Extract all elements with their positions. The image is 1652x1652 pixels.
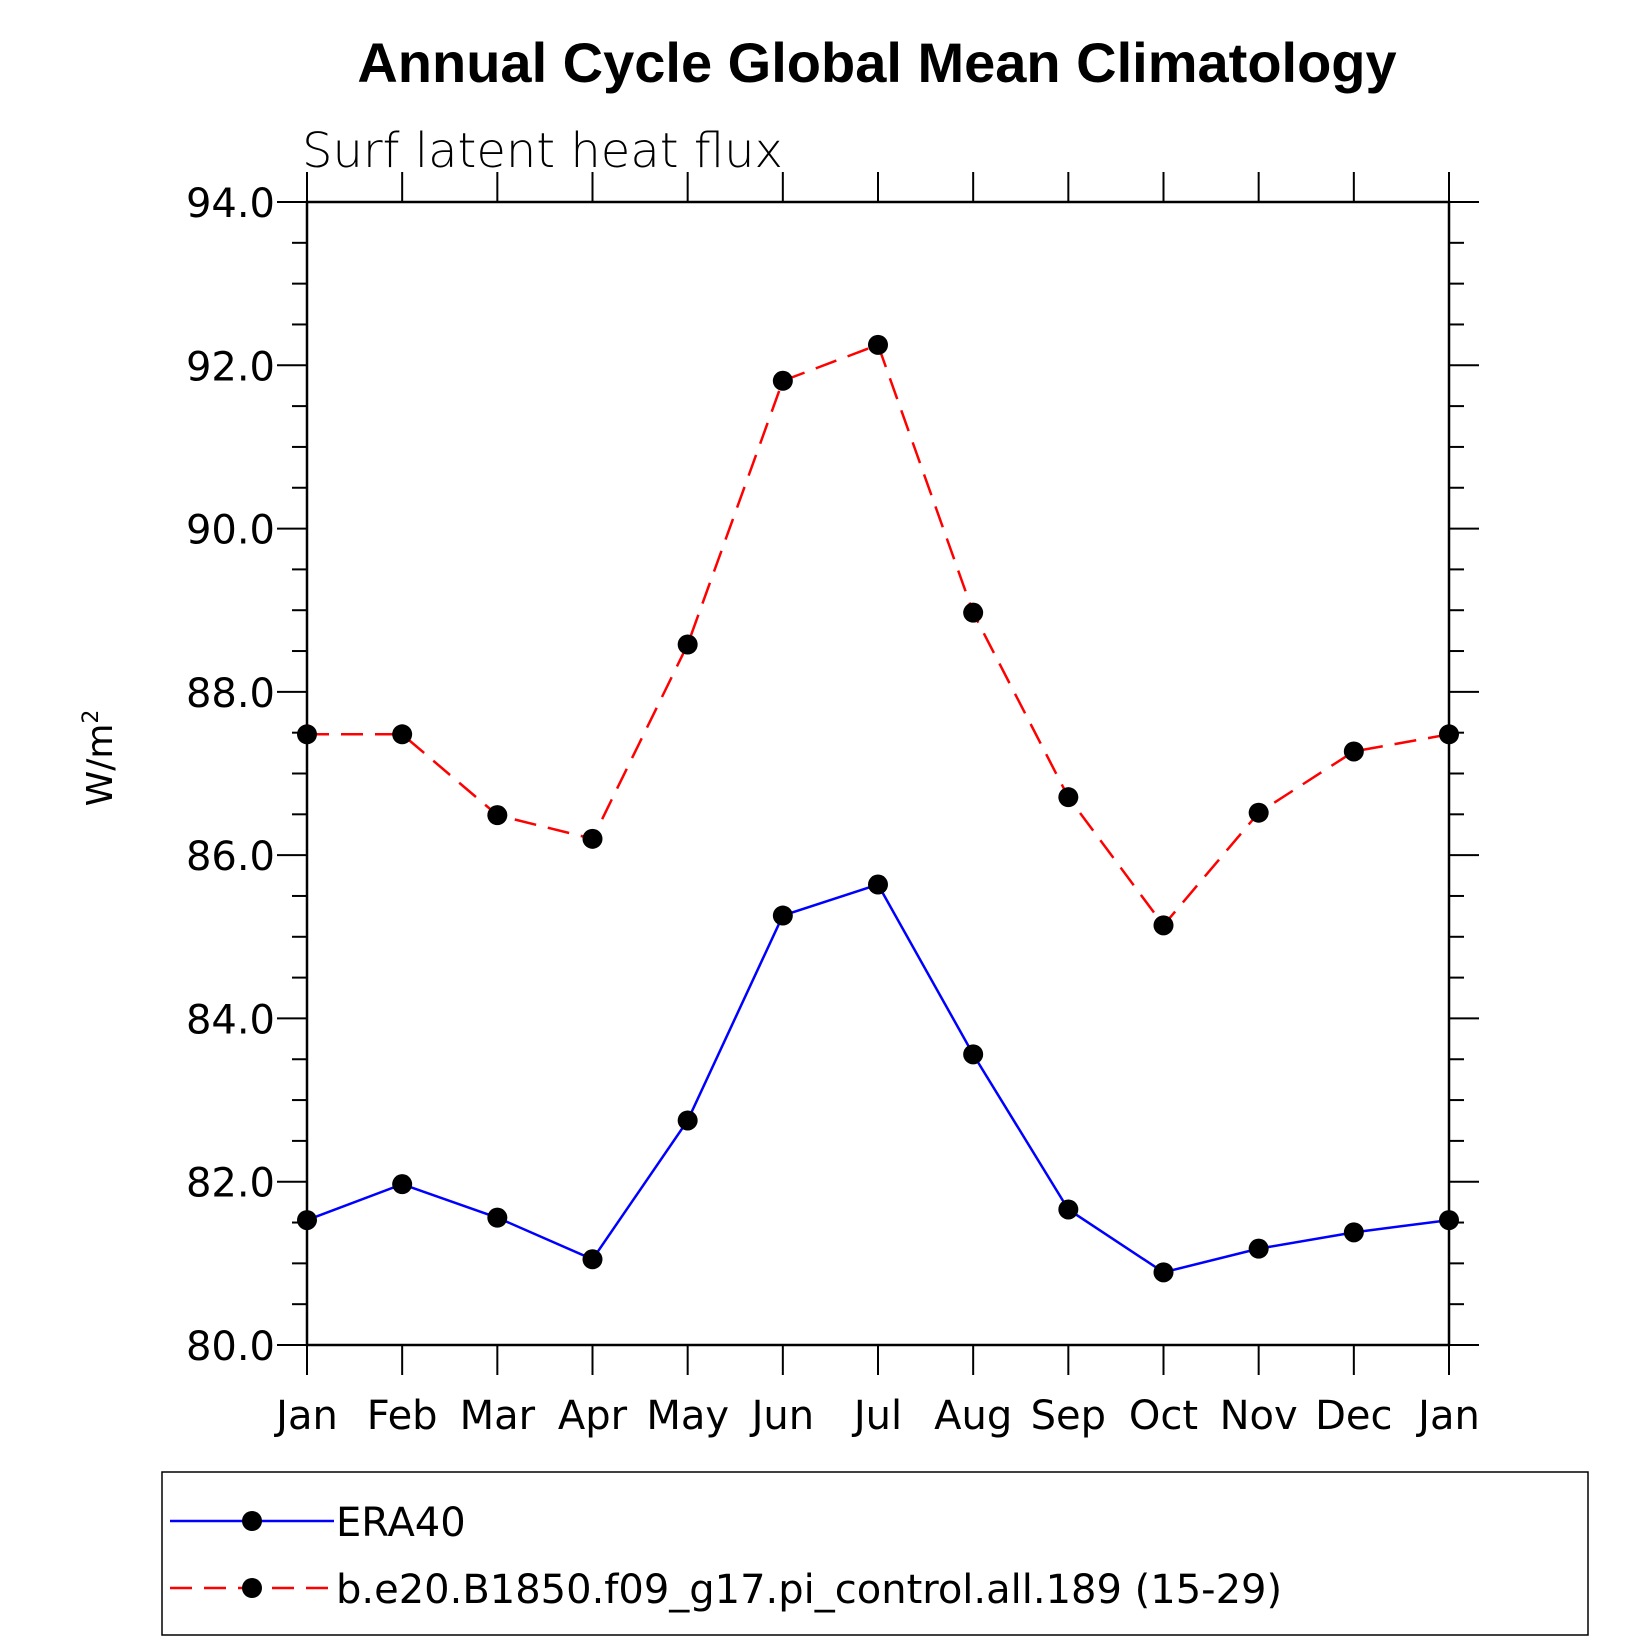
y-tick-label: 80.0 bbox=[186, 1324, 275, 1370]
data-point bbox=[1058, 787, 1079, 808]
x-tick-label: Sep bbox=[1031, 1393, 1106, 1439]
chart-subtitle: Surf latent heat flux bbox=[302, 123, 783, 179]
legend-label: b.e20.B1850.f09_g17.pi_control.all.189 (… bbox=[336, 1567, 1282, 1613]
data-point bbox=[868, 334, 888, 355]
x-tick-label: Jan bbox=[273, 1393, 338, 1439]
x-tick-label: Jan bbox=[1415, 1393, 1480, 1439]
series-line bbox=[307, 343, 1450, 928]
legend-item-2: b.e20.B1850.f09_g17.pi_control.all.189 (… bbox=[170, 1567, 1282, 1613]
x-tick-label: Aug bbox=[934, 1393, 1012, 1439]
series-1 bbox=[297, 874, 1459, 1283]
data-point bbox=[1153, 1262, 1174, 1283]
ticks bbox=[277, 172, 1479, 1375]
y-axis-label-superscript: 2 bbox=[79, 710, 104, 724]
x-tick-label: Feb bbox=[367, 1393, 438, 1439]
y-axis-label-text: W/m bbox=[80, 724, 121, 807]
y-tick-label: 92.0 bbox=[186, 344, 275, 390]
legend-item-1: ERA40 bbox=[170, 1500, 466, 1546]
legend-marker bbox=[242, 1511, 262, 1531]
data-point bbox=[392, 1174, 413, 1195]
y-tick-label: 82.0 bbox=[186, 1161, 275, 1207]
data-point bbox=[1439, 724, 1459, 745]
data-point bbox=[487, 805, 508, 826]
x-tick-label: Mar bbox=[460, 1393, 536, 1439]
data-point bbox=[582, 1249, 603, 1270]
data-point bbox=[582, 828, 603, 849]
plot-frame bbox=[305, 200, 1451, 1347]
x-tick-label: Jun bbox=[749, 1393, 815, 1439]
data-point bbox=[1058, 1199, 1079, 1220]
y-tick-label: 88.0 bbox=[186, 671, 275, 717]
data-point bbox=[963, 602, 984, 623]
y-tick-label: 90.0 bbox=[186, 508, 275, 554]
x-tick-label: Jul bbox=[851, 1393, 902, 1439]
data-point bbox=[963, 1044, 984, 1065]
x-tick-label: Apr bbox=[558, 1393, 628, 1439]
x-tick-label: Dec bbox=[1315, 1393, 1392, 1439]
data-point bbox=[297, 724, 317, 745]
y-tick-label: 94.0 bbox=[186, 181, 275, 227]
axes bbox=[305, 200, 1451, 1347]
legend-marker bbox=[242, 1578, 262, 1598]
tick-labels: 80.0 82.0 84.0 86.0 88.0 90.0 92.0 94.0 Jan Feb Ma… bbox=[186, 181, 1480, 1439]
data-point bbox=[392, 724, 413, 745]
x-tick-label: May bbox=[646, 1393, 729, 1439]
svg-text:W/m2: W/m2 bbox=[79, 710, 121, 807]
data-point bbox=[677, 634, 698, 655]
data-point bbox=[487, 1207, 508, 1228]
y-axis-label: W/m2 bbox=[79, 710, 121, 807]
legend-box bbox=[161, 1471, 1589, 1636]
data-point bbox=[772, 905, 793, 926]
chart-title: Annual Cycle Global Mean Climatology bbox=[357, 31, 1396, 94]
data-point bbox=[1248, 802, 1269, 823]
data-point bbox=[1343, 1222, 1364, 1243]
legend: ERA40 b.e20.B1850.f09_g17.pi_control.all.… bbox=[161, 1471, 1589, 1636]
data-point bbox=[1343, 741, 1364, 762]
data-point bbox=[1153, 915, 1174, 936]
x-tick-label: Nov bbox=[1220, 1393, 1298, 1439]
y-tick-label: 86.0 bbox=[186, 834, 275, 880]
series-2 bbox=[297, 334, 1459, 936]
series-line bbox=[306, 883, 1450, 1274]
data-point bbox=[868, 874, 888, 895]
data-point bbox=[677, 1110, 698, 1131]
data-point bbox=[1248, 1238, 1269, 1259]
x-tick-label: Oct bbox=[1129, 1393, 1198, 1439]
data-point bbox=[772, 370, 793, 391]
series-layer bbox=[297, 334, 1459, 1283]
data-point bbox=[1439, 1210, 1459, 1231]
data-point bbox=[297, 1210, 317, 1231]
legend-label: ERA40 bbox=[336, 1500, 466, 1546]
y-tick-label: 84.0 bbox=[186, 997, 275, 1043]
